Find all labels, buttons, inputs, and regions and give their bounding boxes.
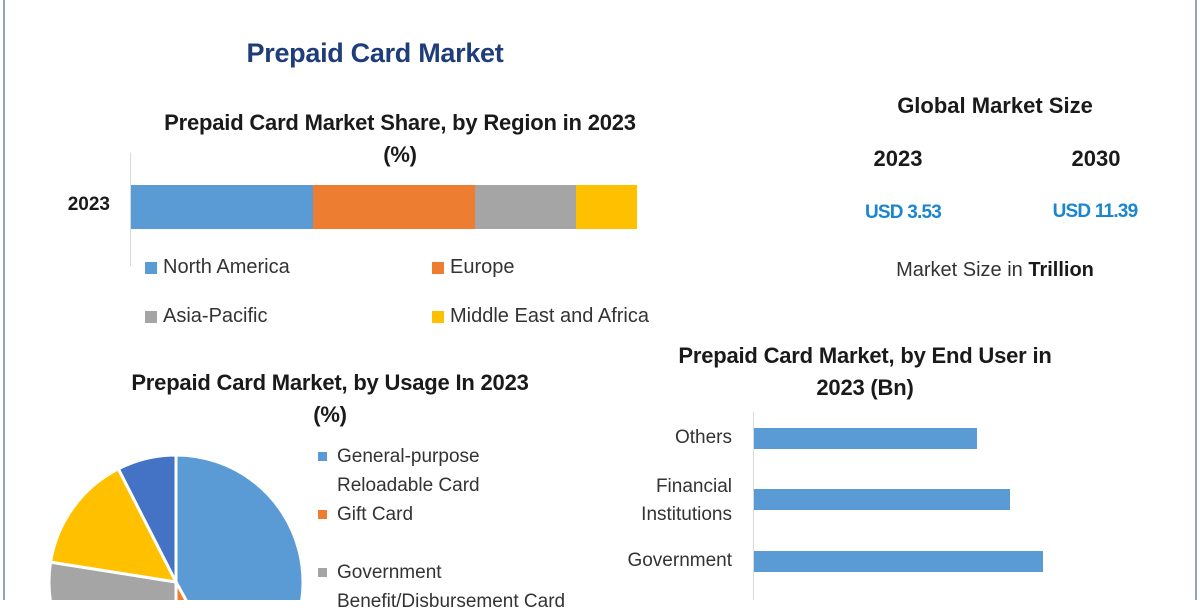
gms-note-prefix: Market Size in <box>896 259 1029 281</box>
global-market-size-title: Global Market Size <box>897 93 1093 118</box>
enduser-chart-title-line1: Prepaid Card Market, by End User in <box>678 343 1052 368</box>
gms-value-2030: USD 11.39 <box>1052 201 1139 222</box>
enduser-bar-government <box>754 551 1043 572</box>
usage-legend: General-purpose Reloadable Card Gift Card… <box>318 442 608 616</box>
legend-swatch <box>145 261 157 274</box>
legend-label: Benefit/Disbursement Card <box>337 591 566 612</box>
legend-north-america: North America <box>145 256 290 279</box>
usage-chart-title-line1: Prepaid Card Market, by Usage In 2023 <box>131 370 529 395</box>
gms-value-2023: USD 3.53 <box>865 202 942 223</box>
page-title: Prepaid Card Market <box>246 38 504 68</box>
frame-border-left <box>3 0 5 600</box>
pie-slice <box>48 466 179 584</box>
enduser-label-others: Others <box>674 427 732 448</box>
legend-label: North America <box>163 256 290 278</box>
legend-label: General-purpose <box>337 446 480 467</box>
usage-pie-chart <box>47 453 305 600</box>
enduser-chart-title-line2: 2023 (Bn) <box>816 375 914 400</box>
pie-slice <box>47 560 178 600</box>
legend-asia-pacific: Asia-Pacific <box>145 305 267 328</box>
bar-segment-asia-pacific <box>475 185 577 229</box>
legend-swatch <box>432 261 444 274</box>
region-chart-title-line1: Prepaid Card Market Share, by Region in … <box>164 110 636 135</box>
gms-note: Market Size in Trillion <box>850 259 1140 282</box>
gms-note-unit: Trillion <box>1028 259 1094 281</box>
enduser-chart-title: Prepaid Card Market, by End User in 2023… <box>640 340 1090 404</box>
legend-label: Asia-Pacific <box>163 305 268 327</box>
legend-label: Middle East and Africa <box>450 305 649 327</box>
frame-border-right <box>1195 0 1197 600</box>
enduser-label-financial-institutions: Financial Institutions <box>572 473 732 529</box>
region-chart-title: Prepaid Card Market Share, by Region in … <box>110 107 690 171</box>
bar-segment-middle-east-and-africa <box>576 185 637 229</box>
region-chart-y-label: 2023 <box>67 194 110 215</box>
legend-swatch <box>145 310 157 323</box>
enduser-label-government: Government <box>627 550 732 571</box>
bar-segment-north-america <box>131 185 314 229</box>
legend-middle-east-africa: Middle East and Africa <box>432 305 649 328</box>
pie-slice <box>116 453 178 583</box>
legend-gift-card: Gift Card <box>318 500 608 529</box>
legend-europe: Europe <box>432 256 515 279</box>
region-chart-title-line2: (%) <box>383 142 417 167</box>
enduser-bar-financial-institutions <box>754 489 1010 510</box>
legend-swatch <box>318 452 327 461</box>
pie-slice <box>174 581 188 600</box>
bar-segment-europe <box>313 185 476 229</box>
label-line: Institutions <box>641 504 732 525</box>
usage-chart-title-line2: (%) <box>313 402 347 427</box>
gms-year-2030: 2030 <box>1071 146 1121 171</box>
legend-swatch <box>432 310 444 323</box>
region-chart-axis <box>130 153 131 266</box>
region-stacked-bar <box>131 185 637 229</box>
usage-chart-title: Prepaid Card Market, by Usage In 2023 (%… <box>90 367 570 431</box>
legend-label: Government <box>337 562 442 583</box>
legend-government-card: Government Benefit/Disbursement Card <box>318 558 608 616</box>
legend-label: Europe <box>450 256 515 278</box>
legend-swatch <box>318 568 327 577</box>
legend-label: Gift Card <box>337 504 414 525</box>
legend-swatch <box>318 510 327 519</box>
label-line: Financial <box>655 476 732 497</box>
pie-slice <box>174 453 305 600</box>
legend-gpr-card: General-purpose Reloadable Card <box>318 442 608 500</box>
enduser-chart-axis <box>753 412 754 600</box>
enduser-bar-others <box>754 428 977 449</box>
gms-year-2023: 2023 <box>873 146 923 171</box>
legend-label: Reloadable Card <box>337 475 480 496</box>
